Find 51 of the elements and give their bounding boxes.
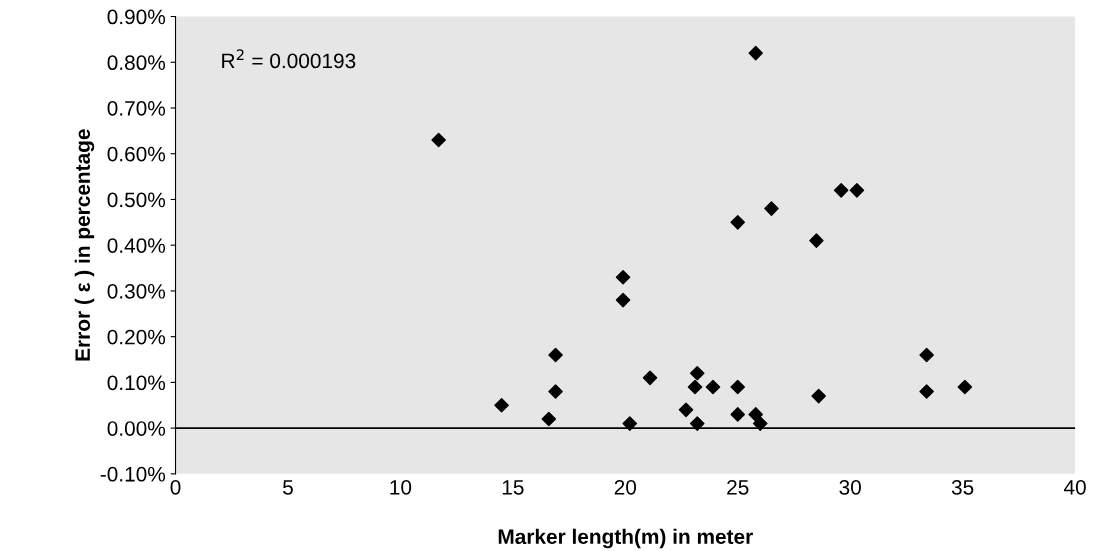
x-tick-label: 20 [614,479,637,495]
x-tick-label: 10 [390,479,412,495]
x-tick-label: 5 [283,480,293,495]
point [541,411,557,427]
point [919,347,934,363]
point [622,416,638,431]
y-tick-label: 0.40% [107,238,166,253]
point [615,269,631,285]
x-axis-title: Marker length(m) in meter [498,528,753,549]
y-tick-label: 0.80% [107,55,166,71]
y-tick-label: 0.30% [107,283,166,299]
point [764,201,779,216]
point [548,384,563,399]
y-tick-label: 0.00% [107,421,166,436]
point [752,416,768,431]
y-tick-label: 0.70% [107,101,166,116]
point [431,132,446,148]
point [833,183,849,198]
point [494,397,509,413]
y-tick-label: -0.10% [100,466,166,482]
point [849,183,865,198]
x-tick-label: 0 [170,479,181,495]
point [687,379,703,395]
point [957,379,973,395]
x-tick-label: 30 [839,479,861,495]
y-tick-label: 0.10% [107,375,166,391]
point [615,292,631,308]
y-tick-label: 0.60% [107,146,166,162]
point [678,402,694,418]
point [730,379,746,395]
point [811,388,826,404]
point [730,215,746,230]
annotation: R$^{2}$ = 0.000193 [222,49,356,69]
point [809,233,824,248]
x-tick-label: 25 [727,479,749,495]
point [689,416,705,431]
y-tick-label: 0.90% [107,9,166,25]
x-tick-label: 15 [502,480,524,495]
y-tick-label: 0.50% [107,192,166,208]
point [748,45,764,61]
point [730,407,746,422]
point [748,407,764,422]
y-axis-title: Error ( ε ) in percentage [74,129,95,361]
point [548,347,563,363]
point [689,365,705,381]
y-tick-label: 0.20% [107,329,166,345]
x-tick-label: 40 [1063,479,1086,495]
point [642,370,658,386]
point [705,379,721,395]
point [919,384,934,399]
x-tick-label: 35 [951,479,974,495]
